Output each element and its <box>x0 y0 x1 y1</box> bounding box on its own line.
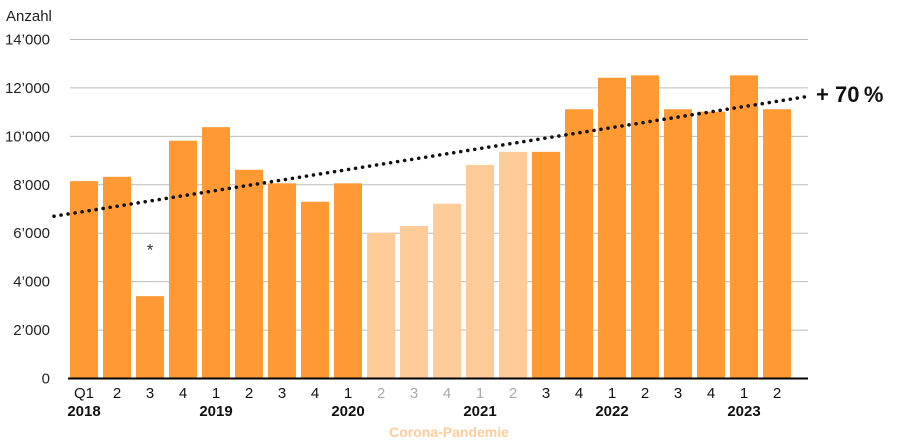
x-tick-label: 3 <box>146 385 154 402</box>
x-tick-label: 2 <box>113 385 121 402</box>
trendline <box>52 94 810 219</box>
bar <box>433 203 461 379</box>
x-tick-label: 2 <box>245 385 253 402</box>
x-tick-label: 4 <box>575 385 583 402</box>
y-axis-label: Anzahl <box>6 8 52 25</box>
bar <box>169 140 197 379</box>
x-tick-label: 1 <box>344 385 352 402</box>
x-tick-label: 1 <box>608 385 616 402</box>
bar <box>235 169 263 379</box>
y-tick-label: 6’000 <box>13 225 50 242</box>
x-tick-label: 4 <box>707 385 715 402</box>
bar <box>301 201 329 379</box>
y-tick-label: 2’000 <box>13 322 50 339</box>
y-tick-label: 4’000 <box>13 274 50 291</box>
year-labels: 2018 2019 2020 2021 2022 2023 <box>67 403 760 420</box>
y-tick-label: 8’000 <box>13 177 50 194</box>
bar <box>697 111 725 379</box>
year-label: 2018 <box>67 403 100 420</box>
bar <box>664 109 692 379</box>
x-tick-label: 1 <box>476 385 484 402</box>
y-tick-label: 12’000 <box>5 80 50 97</box>
x-tick-label: 3 <box>410 385 418 402</box>
y-tick-label: 0 <box>42 371 50 388</box>
pandemic-caption: Corona-Pandemie <box>389 424 509 440</box>
bar <box>466 164 494 379</box>
x-tick-label: 2 <box>377 385 385 402</box>
x-tick-label: 2 <box>641 385 649 402</box>
bar <box>136 296 164 379</box>
bar <box>334 183 362 379</box>
trendline-dots <box>52 94 810 219</box>
bar <box>532 151 560 379</box>
year-label: 2020 <box>331 403 364 420</box>
x-tick-label: 3 <box>674 385 682 402</box>
bar <box>202 127 230 379</box>
year-label: 2021 <box>463 403 496 420</box>
year-label: 2023 <box>727 403 760 420</box>
x-tick-label: 2 <box>773 385 781 402</box>
bar <box>103 176 131 379</box>
x-tick-label: 3 <box>542 385 550 402</box>
bar <box>70 181 98 379</box>
trendline-label: + 70 % <box>816 82 883 107</box>
bar <box>631 75 659 379</box>
x-tick-label: 3 <box>278 385 286 402</box>
x-tick-label: 4 <box>443 385 451 402</box>
bar <box>565 109 593 379</box>
bar <box>268 183 296 379</box>
y-tick-label: 14’000 <box>5 32 50 49</box>
x-tick-label: 1 <box>740 385 748 402</box>
year-label: 2019 <box>199 403 232 420</box>
x-tick-label: 1 <box>212 385 220 402</box>
annotation-asterisk: * <box>147 240 154 259</box>
x-tick-label: 4 <box>311 385 319 402</box>
bars <box>68 75 808 380</box>
x-tick-label: 2 <box>509 385 517 402</box>
x-tick-label: 4 <box>179 385 187 402</box>
bar <box>730 75 758 379</box>
x-axis-ticks: Q1 2 3 4 1 2 3 4 1 2 3 4 1 2 3 4 1 2 3 4 1 2 <box>74 385 781 402</box>
bar <box>763 109 791 379</box>
y-tick-label: 10’000 <box>5 128 50 145</box>
bar <box>400 225 428 379</box>
bar <box>367 232 395 379</box>
bar <box>598 77 626 379</box>
bar <box>499 151 527 379</box>
x-tick-label: Q1 <box>74 385 94 402</box>
year-label: 2022 <box>595 403 628 420</box>
y-axis-ticks: 0 2’000 4’000 6’000 8’000 10’000 12’000 14’000 <box>5 32 50 388</box>
